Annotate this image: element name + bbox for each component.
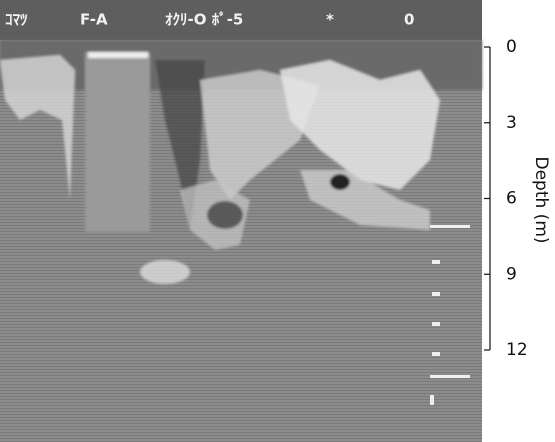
y-tick-label: 3 bbox=[506, 113, 517, 133]
y-tick-label: 0 bbox=[506, 37, 517, 57]
sonar-screenshot: ｺﾏﾂ F-A ｵｸﾘ-O ﾎﾟ-5 * 0 Depth (m) 0 3 6 9 12 bbox=[0, 0, 555, 442]
header-text: F-A bbox=[80, 11, 108, 29]
axis-label: Depth (m) bbox=[531, 156, 551, 243]
header-text: 0 bbox=[404, 11, 414, 29]
header-text: ｺﾏﾂ bbox=[5, 11, 28, 29]
y-tick-label: 6 bbox=[506, 189, 517, 209]
y-tick-label: 12 bbox=[506, 340, 528, 360]
y-tick-label: 9 bbox=[506, 264, 517, 284]
header-text: ｵｸﾘ-O ﾎﾟ-5 bbox=[165, 11, 243, 29]
header-text: * bbox=[326, 11, 334, 29]
